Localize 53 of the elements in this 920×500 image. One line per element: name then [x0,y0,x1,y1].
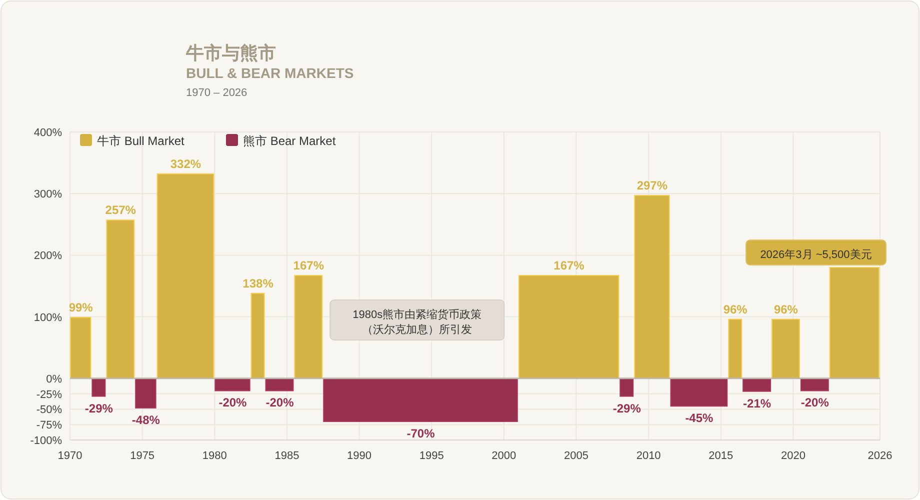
annotation: 1980s熊市由紧缩货币政策（沃尔克加息）所引发 [352,308,482,336]
y-tick-label: -50% [36,404,62,416]
data-label: -48% [132,412,160,427]
y-tick-label: 200% [34,250,62,262]
data-label: -20% [218,396,248,410]
x-tick-label: 2010 [636,450,661,462]
data-label: -21% [743,396,772,410]
chart-title: 牛市与熊市 [185,43,276,63]
data-label: 167% [554,258,585,273]
text: 1970 – 2026 [186,87,248,99]
y-tick-label: -75% [36,420,62,432]
bar [106,220,135,379]
bar [772,318,800,379]
y-tick-label: -25% [36,388,62,401]
annotation: 2026年3月 ~5,500美元 [760,248,872,261]
x-tick-label: 1975 [130,450,155,462]
data-label: 332% [170,156,202,171]
data-label: 167% [293,258,324,273]
bar [294,275,323,379]
x-tick-label: 1985 [274,450,300,462]
y-tick-label: 400% [34,127,62,139]
y-tick-label: 0% [46,373,62,386]
data-label: 138% [242,276,274,290]
data-label: -20% [800,396,830,410]
y-tick-label: 100% [34,312,62,324]
x-tick-label: 2000 [492,450,516,462]
x-tick-label: 1980 [202,450,227,462]
data-label: -29% [84,401,114,416]
data-label: 257% [105,203,136,218]
bar [742,378,772,392]
legend-label: 熊市 Bear Market [243,134,336,148]
note-callout: 1980s熊市由紧缩货币政策（沃尔克加息）所引发 [330,300,505,340]
data-label: 96% [723,302,748,316]
y-tick-label: -100% [30,435,62,447]
price-callout: 2026年3月 ~5,500美元 [746,240,886,266]
data-label: -29% [612,401,642,416]
data-label: 297% [636,178,668,192]
data-label: 99% [68,300,94,314]
x-tick-label: 2005 [564,450,588,462]
data-label: -20% [266,396,294,410]
bar [800,378,829,392]
x-tick-label: 1970 [58,450,82,462]
data-label: -45% [685,411,714,426]
x-tick-label: 2026 [868,450,892,462]
chart-subtitle: BULL & BEAR MARKETS [186,65,354,81]
x-tick-label: 2015 [708,450,734,462]
data-label: -70% [406,426,436,441]
y-tick-label: 300% [34,188,62,201]
data-label: 96% [774,302,798,316]
x-tick-label: 1990 [347,450,372,462]
legend-label: 牛市 Bull Market [97,134,186,148]
x-tick-label: 1995 [419,450,444,462]
x-tick-label: 2020 [780,450,806,462]
